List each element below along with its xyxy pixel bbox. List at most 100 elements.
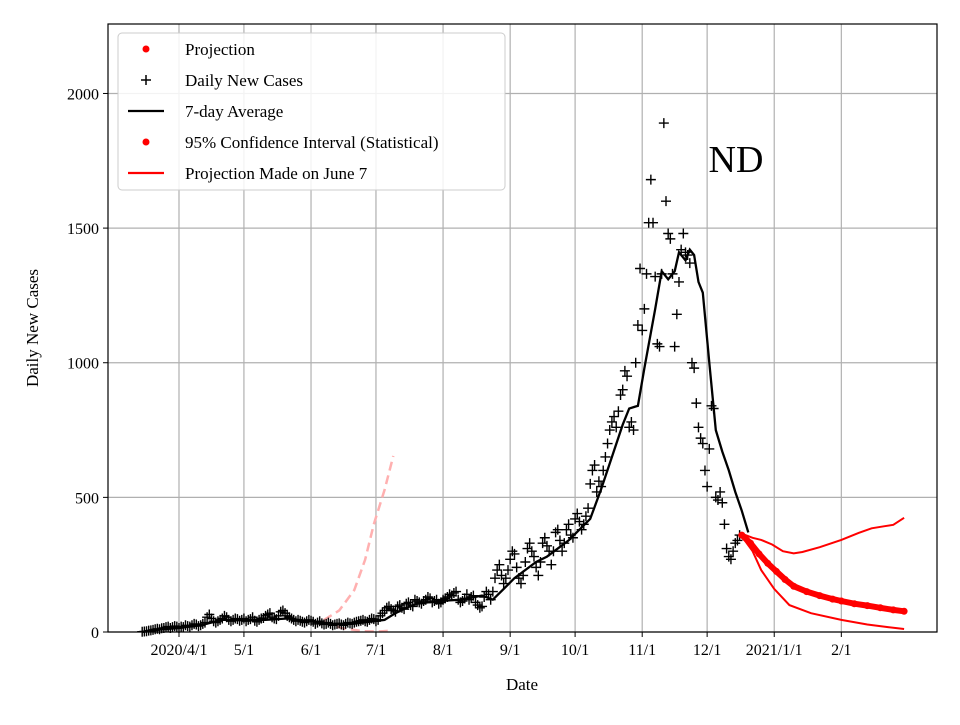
x-axis-label: Date [506, 675, 538, 694]
seven-day-average-line [142, 247, 750, 634]
june7-projection-line [323, 620, 392, 633]
daily-case-point [539, 532, 550, 543]
x-tick-label: 12/1 [693, 642, 721, 659]
daily-case-point [689, 363, 700, 374]
daily-case-point [557, 546, 568, 557]
daily-case-point [561, 524, 572, 535]
projection-point [781, 575, 789, 583]
daily-case-point [587, 465, 598, 476]
daily-case-point [704, 443, 715, 454]
daily-case-point [477, 601, 488, 612]
confidence-interval-line [740, 535, 905, 630]
daily-case-point [611, 422, 622, 433]
daily-case-point [418, 596, 429, 607]
daily-case-point [531, 562, 542, 573]
daily-case-point [602, 438, 613, 449]
x-tick-label: 2020/4/1 [151, 642, 208, 659]
daily-case-point [725, 554, 736, 565]
daily-case-point [422, 591, 433, 602]
daily-case-point [533, 570, 544, 581]
daily-case-point [509, 548, 520, 559]
daily-case-point [702, 481, 713, 492]
daily-case-point [648, 217, 659, 228]
daily-case-point [699, 465, 710, 476]
projection-point [889, 606, 897, 614]
daily-case-point [721, 543, 732, 554]
projection-point [816, 592, 824, 600]
daily-case-point [673, 276, 684, 287]
projection-point [772, 567, 780, 575]
daily-case-point [622, 371, 633, 382]
daily-case-point [619, 365, 630, 376]
projection-point [900, 607, 908, 615]
daily-case-point [663, 228, 674, 239]
projection-point [746, 539, 754, 547]
y-tick-label: 1500 [67, 221, 99, 238]
daily-case-point [589, 460, 600, 471]
legend-label: 95% Confidence Interval (Statistical) [185, 133, 439, 152]
daily-case-point [632, 320, 643, 331]
legend-label: 7-day Average [185, 102, 283, 121]
daily-case-point [541, 540, 552, 551]
june7-projection-line [323, 455, 395, 621]
daily-case-point [526, 546, 537, 557]
legend-dot-icon [142, 138, 150, 146]
daily-case-point [658, 118, 669, 129]
projection-point [850, 600, 858, 608]
daily-case-point [715, 486, 726, 497]
x-tick-label: 6/1 [301, 642, 321, 659]
daily-case-point [585, 478, 596, 489]
daily-case-point [580, 511, 591, 522]
daily-case-point [693, 422, 704, 433]
daily-case-point [728, 546, 739, 557]
legend: Projection Daily New Cases 7-day Average 95… [117, 32, 506, 191]
y-tick-label: 0 [91, 625, 99, 642]
x-tick-label: 9/1 [500, 642, 520, 659]
legend-box [117, 32, 506, 191]
plot-frame [107, 23, 938, 633]
daily-case-point [684, 258, 695, 269]
daily-case-point [635, 263, 646, 274]
daily-case-point [639, 303, 650, 314]
daily-case-point [552, 524, 563, 535]
daily-case-point [451, 586, 462, 597]
legend-label: Projection [185, 40, 255, 59]
daily-case-point [593, 476, 604, 487]
daily-case-point [572, 508, 583, 519]
daily-case-point [697, 438, 708, 449]
daily-case-point [695, 433, 706, 444]
daily-case-point [487, 586, 498, 597]
legend-dot-icon [142, 45, 150, 53]
projection-point [863, 602, 871, 610]
confidence-interval-line [741, 516, 905, 555]
y-tick-label: 1000 [67, 356, 99, 373]
y-axis-label: Daily New Cases [23, 269, 42, 387]
daily-case-point [671, 309, 682, 320]
daily-case-point [665, 233, 676, 244]
daily-case-point [669, 341, 680, 352]
x-tick-label: 11/1 [628, 642, 656, 659]
daily-case-point [505, 554, 516, 565]
projection-point [829, 595, 837, 603]
x-tick-label: 7/1 [366, 642, 386, 659]
daily-case-point [474, 602, 485, 613]
daily-case-point [524, 538, 535, 549]
daily-case-point [661, 196, 672, 207]
daily-case-point [637, 325, 648, 336]
daily-case-point [717, 497, 728, 508]
daily-case-point [381, 602, 392, 613]
legend-label: Projection Made on June 7 [185, 164, 368, 183]
projection-point [803, 588, 811, 596]
x-tick-label: 5/1 [234, 642, 254, 659]
daily-case-point [606, 416, 617, 427]
daily-case-point [583, 503, 594, 514]
daily-case-point [498, 578, 509, 589]
daily-case-point [492, 565, 503, 576]
daily-case-point [600, 451, 611, 462]
daily-case-point [626, 416, 637, 427]
daily-case-point [494, 559, 505, 570]
daily-case-point [686, 357, 697, 368]
daily-case-point [609, 411, 620, 422]
legend-plus-icon [141, 75, 151, 85]
